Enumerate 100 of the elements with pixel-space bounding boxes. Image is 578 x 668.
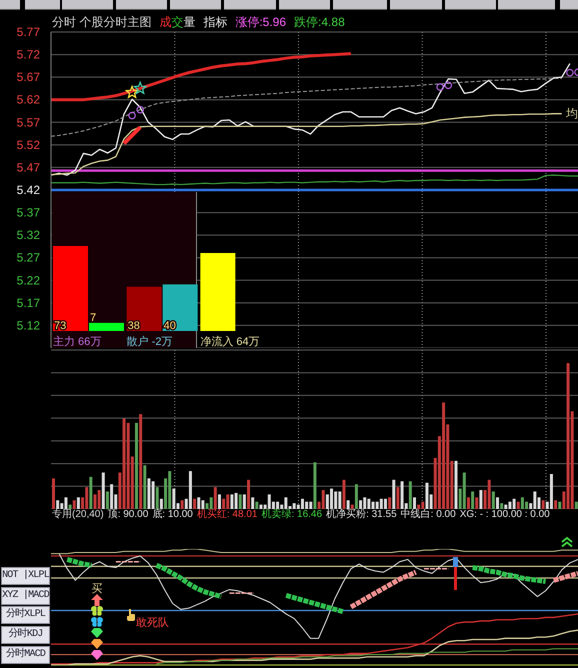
annotation: XG: - : 100.00 : 0.00 <box>460 509 550 521</box>
bar <box>197 497 200 509</box>
bar <box>56 500 60 509</box>
y-tick-label: 5.57 <box>16 115 40 130</box>
bar <box>110 484 114 509</box>
bar <box>226 494 230 509</box>
bar <box>566 363 570 509</box>
bar <box>475 497 478 509</box>
bar <box>550 474 553 509</box>
bar <box>85 487 88 509</box>
y-tick-label: 5.37 <box>16 206 40 220</box>
bar <box>516 502 520 509</box>
bar <box>53 246 88 331</box>
annotation: 中线白: 0.00 <box>400 509 456 521</box>
bar <box>425 482 428 509</box>
bar <box>259 504 262 509</box>
bar <box>334 491 338 509</box>
bar <box>376 502 379 509</box>
bar <box>313 462 316 509</box>
bar <box>413 497 416 509</box>
bar <box>421 502 424 509</box>
y-tick-label: 5.72 <box>16 48 40 62</box>
bar <box>466 497 470 509</box>
x-tick-label: 主力 66万 <box>53 335 102 348</box>
bar <box>222 498 226 509</box>
bar <box>488 480 491 509</box>
annotation: 机卖绿: 16.46 <box>261 509 322 521</box>
bar <box>492 491 495 509</box>
bar <box>479 490 482 509</box>
data-label: 38 <box>128 320 140 332</box>
data-label: 40 <box>164 320 176 332</box>
bar <box>284 497 288 509</box>
series-label: 均 <box>564 106 578 121</box>
bar <box>72 500 76 509</box>
bar <box>350 504 354 509</box>
line-series <box>50 52 352 102</box>
bar <box>392 480 396 509</box>
point <box>126 86 138 98</box>
bar <box>380 498 383 509</box>
chart-title: 专用(20,40) <box>52 509 104 521</box>
y-tick-label: 5.47 <box>16 160 40 174</box>
bar <box>126 422 130 509</box>
button: 分时MACD <box>1 646 50 664</box>
bar <box>268 494 271 509</box>
bar <box>542 500 545 509</box>
bar <box>147 478 150 509</box>
bar <box>188 471 192 509</box>
bar <box>396 487 400 509</box>
bar <box>504 504 508 509</box>
bar <box>300 498 304 509</box>
bar <box>126 286 162 331</box>
bar <box>354 484 358 509</box>
annotation: 买 <box>92 583 102 595</box>
bar <box>367 498 370 509</box>
button: 分时XLPL <box>1 606 50 624</box>
bar <box>525 502 528 509</box>
bar <box>330 488 334 509</box>
bar <box>238 494 242 509</box>
annotation: 机买红: 48.01 <box>196 509 258 521</box>
y-tick-label: 5.62 <box>16 92 40 107</box>
point <box>436 83 444 91</box>
bar <box>338 491 342 509</box>
bar <box>309 502 312 509</box>
text: 跌停:4.88 <box>294 15 345 29</box>
line-series <box>50 78 562 137</box>
point <box>136 106 144 114</box>
bar <box>496 497 500 509</box>
line-series <box>50 174 578 186</box>
text: 成交量 <box>159 15 196 29</box>
bar <box>454 460 458 509</box>
y-tick-label: 5.27 <box>16 250 40 265</box>
annotation: 机净买粉: 31.55 <box>326 509 397 521</box>
bar <box>168 471 172 509</box>
text: 涨停:5.96 <box>235 15 286 29</box>
y-tick-label: 5.77 <box>16 25 40 39</box>
bar <box>558 502 562 509</box>
bar <box>234 492 238 509</box>
y-tick-label: 5.22 <box>16 273 40 288</box>
bar <box>68 504 72 509</box>
bar <box>98 490 101 509</box>
bar <box>462 472 466 509</box>
bar <box>342 480 346 509</box>
bar <box>255 502 258 509</box>
bar <box>372 502 375 509</box>
bar <box>214 487 217 509</box>
bar <box>162 284 198 331</box>
bar <box>152 481 155 509</box>
data-label: 73 <box>54 320 66 332</box>
bar <box>512 498 516 509</box>
y-tick-label: 5.12 <box>16 318 40 332</box>
bar <box>500 503 504 509</box>
bar <box>64 497 68 509</box>
bar <box>346 500 350 509</box>
point <box>134 82 147 94</box>
bar <box>574 502 578 509</box>
bar <box>442 402 446 509</box>
bar <box>218 494 221 509</box>
bar <box>276 502 280 509</box>
bar <box>520 497 524 509</box>
bar <box>417 504 420 509</box>
